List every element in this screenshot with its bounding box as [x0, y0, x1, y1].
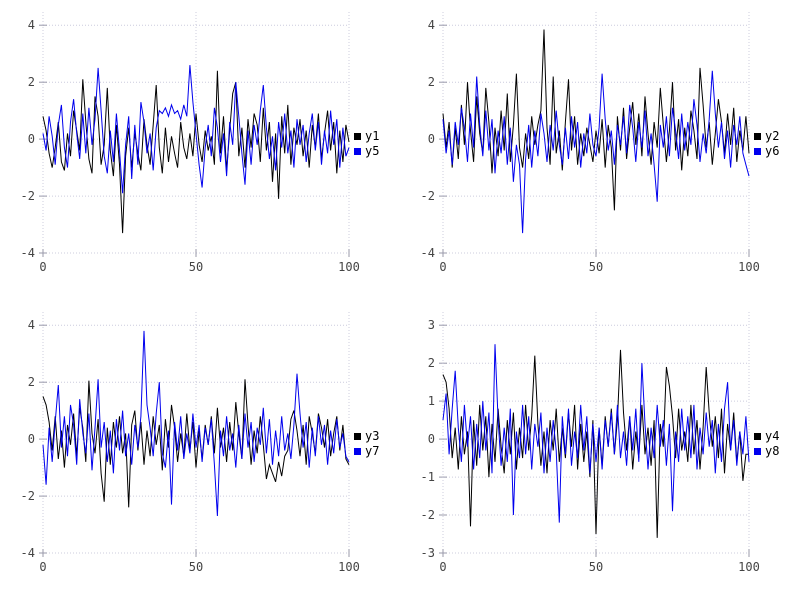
legend-top-left: y1 y5: [354, 129, 379, 159]
legend-label-y5: y5: [365, 144, 380, 158]
legend-label-y2: y2: [765, 129, 780, 143]
svg-text:-4: -4: [21, 546, 35, 560]
svg-text:-4: -4: [21, 246, 35, 260]
svg-text:2: 2: [428, 75, 435, 89]
legend-top-right: y2 y6: [754, 129, 779, 159]
svg-text:2: 2: [28, 75, 35, 89]
legend-entry-y5: y5: [354, 144, 379, 159]
svg-text:50: 50: [589, 560, 603, 574]
subplot-bottom-right: -3 -2 -1 0 1 2 3 0 50 100 y4 y8: [400, 300, 800, 600]
svg-text:50: 50: [189, 560, 203, 574]
svg-text:100: 100: [338, 560, 360, 574]
legend-entry-y8: y8: [754, 444, 779, 459]
svg-text:-2: -2: [21, 189, 35, 203]
svg-text:2: 2: [28, 375, 35, 389]
legend-swatch-y8: [754, 448, 761, 455]
svg-text:3: 3: [428, 318, 435, 332]
svg-text:0: 0: [39, 260, 46, 274]
subplot-bottom-left: -4 -2 0 2 4 0 50 100 y3 y7: [0, 300, 400, 600]
svg-text:-2: -2: [21, 489, 35, 503]
legend-entry-y4: y4: [754, 429, 779, 444]
legend-label-y3: y3: [365, 429, 380, 443]
legend-entry-y7: y7: [354, 444, 379, 459]
svg-text:4: 4: [28, 18, 35, 32]
svg-text:0: 0: [439, 260, 446, 274]
legend-entry-y2: y2: [754, 129, 779, 144]
legend-swatch-y6: [754, 148, 761, 155]
svg-text:4: 4: [428, 18, 435, 32]
svg-text:-3: -3: [421, 546, 435, 560]
subplot-top-left: -4 -2 0 2 4 0 50 100 y1 y5: [0, 0, 400, 300]
plot-area-y4-y8: -3 -2 -1 0 1 2 3 0 50 100: [421, 312, 760, 574]
svg-text:-2: -2: [421, 508, 435, 522]
plot-area-y2-y6: -4 -2 0 2 4 0 50 100: [421, 12, 760, 274]
legend-swatch-y4: [754, 433, 761, 440]
legend-bottom-right: y4 y8: [754, 429, 779, 459]
legend-entry-y3: y3: [354, 429, 379, 444]
svg-text:0: 0: [439, 560, 446, 574]
legend-label-y6: y6: [765, 144, 780, 158]
plot-area-y1-y5: -4 -2 0 2 4 0 50 100: [21, 12, 360, 274]
plot-area-y3-y7: -4 -2 0 2 4 0 50 100: [21, 312, 360, 574]
legend-entry-y6: y6: [754, 144, 779, 159]
svg-text:0: 0: [39, 560, 46, 574]
legend-label-y7: y7: [365, 444, 380, 458]
legend-label-y8: y8: [765, 444, 780, 458]
svg-text:-4: -4: [421, 246, 435, 260]
legend-swatch-y5: [354, 148, 361, 155]
legend-label-y1: y1: [365, 129, 380, 143]
legend-swatch-y2: [754, 133, 761, 140]
svg-text:50: 50: [589, 260, 603, 274]
svg-text:4: 4: [28, 318, 35, 332]
legend-bottom-left: y3 y7: [354, 429, 379, 459]
svg-text:1: 1: [428, 394, 435, 408]
svg-text:0: 0: [428, 432, 435, 446]
svg-text:50: 50: [189, 260, 203, 274]
legend-swatch-y1: [354, 133, 361, 140]
svg-text:100: 100: [738, 560, 760, 574]
svg-text:0: 0: [28, 132, 35, 146]
svg-text:100: 100: [738, 260, 760, 274]
svg-text:-2: -2: [421, 189, 435, 203]
legend-swatch-y3: [354, 433, 361, 440]
subplot-top-right: -4 -2 0 2 4 0 50 100 y2 y6: [400, 0, 800, 300]
svg-text:0: 0: [428, 132, 435, 146]
svg-text:-1: -1: [421, 470, 435, 484]
legend-swatch-y7: [354, 448, 361, 455]
svg-text:100: 100: [338, 260, 360, 274]
legend-label-y4: y4: [765, 429, 780, 443]
legend-entry-y1: y1: [354, 129, 379, 144]
svg-text:2: 2: [428, 356, 435, 370]
svg-text:0: 0: [28, 432, 35, 446]
